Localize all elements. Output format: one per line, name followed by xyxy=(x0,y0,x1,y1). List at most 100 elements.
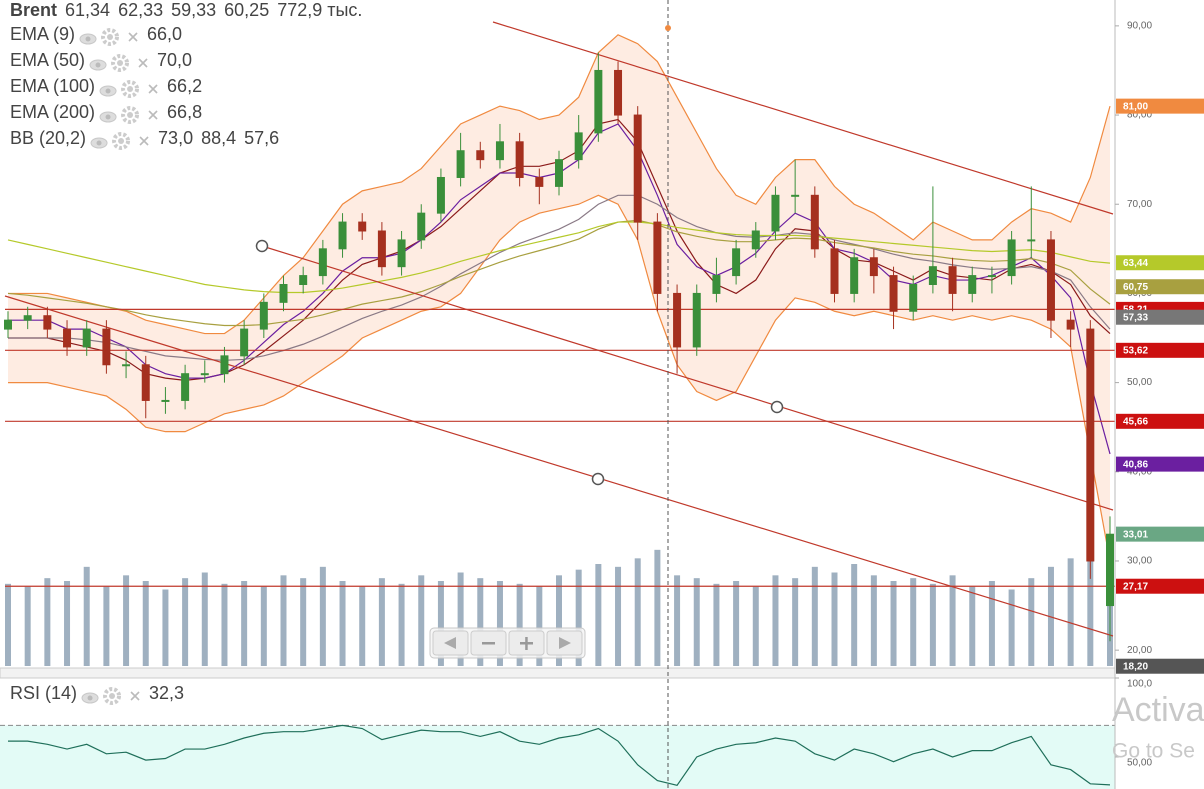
candle-body xyxy=(732,248,741,277)
indicator-value: 88,4 xyxy=(201,128,236,148)
price-tag-label: 63,44 xyxy=(1123,258,1148,269)
volume-bar xyxy=(201,572,208,666)
volume-bar xyxy=(536,586,543,666)
volume-bar xyxy=(123,575,130,666)
indicator-controls xyxy=(99,106,158,124)
trend-handle[interactable] xyxy=(591,472,605,486)
remove-button[interactable] xyxy=(128,32,138,42)
gear-icon xyxy=(101,28,120,46)
visibility-toggle[interactable] xyxy=(81,692,99,704)
visibility-toggle[interactable] xyxy=(79,33,97,45)
volume-bar xyxy=(831,572,838,666)
remove-button[interactable] xyxy=(138,58,148,68)
volume-bar xyxy=(733,581,740,666)
candle-body xyxy=(1086,328,1095,562)
candle-body xyxy=(23,315,32,321)
volume-bar xyxy=(24,586,31,666)
y-tick-label: 70,00 xyxy=(1127,199,1152,210)
indicator-name: EMA (50) xyxy=(10,50,85,70)
candle-body xyxy=(653,221,662,294)
watermark: Activa xyxy=(1112,691,1204,729)
scroll-right-button[interactable] xyxy=(546,630,583,656)
gear-hub xyxy=(109,693,116,699)
candle-body xyxy=(63,328,72,348)
settings-button[interactable] xyxy=(101,28,120,46)
volume-bar xyxy=(634,558,641,666)
settings-button[interactable] xyxy=(112,132,131,150)
indicator-value: 70,0 xyxy=(157,50,192,70)
volume-bar xyxy=(378,578,385,666)
indicator-value: 66,8 xyxy=(167,102,202,122)
trend-line xyxy=(492,21,1114,215)
price-tag-label: 40,86 xyxy=(1123,459,1148,470)
settings-button[interactable] xyxy=(103,687,122,705)
candle-body xyxy=(712,275,721,294)
candle-body xyxy=(495,141,504,161)
scroll-left-button[interactable] xyxy=(432,630,469,656)
volume-bar xyxy=(103,586,110,666)
gear-icon xyxy=(111,54,130,72)
zoom-out-button[interactable] xyxy=(470,630,507,656)
volume-bar xyxy=(556,575,562,666)
candle-body xyxy=(1027,239,1036,242)
symbol-name: Brent xyxy=(10,0,57,20)
zoom-in-button[interactable] xyxy=(508,630,545,656)
gear-hub xyxy=(127,112,134,118)
indicator-value: 57,6 xyxy=(244,128,279,148)
price-tag xyxy=(1116,342,1204,358)
price-pane xyxy=(4,21,1115,666)
remove-button[interactable] xyxy=(148,84,158,94)
candle-body xyxy=(771,194,780,232)
settings-button[interactable] xyxy=(121,106,140,124)
gear-hub xyxy=(127,86,134,92)
ohlc-value: 59,33 xyxy=(171,0,216,20)
crosshair-dot xyxy=(665,25,671,31)
settings-button[interactable] xyxy=(121,80,140,98)
volume-bar xyxy=(182,578,189,666)
volume-value: 772,9 тыс. xyxy=(277,0,362,20)
volume-bar xyxy=(575,569,582,666)
price-tag-label: 45,66 xyxy=(1123,416,1148,427)
trend-handle[interactable] xyxy=(770,400,784,414)
remove-button[interactable] xyxy=(130,691,140,701)
price-tag xyxy=(1116,658,1204,674)
volume-bar xyxy=(890,581,897,666)
close-icon xyxy=(148,110,158,120)
visibility-toggle[interactable] xyxy=(99,111,117,123)
volume-bar xyxy=(654,549,661,666)
close-icon xyxy=(130,691,140,701)
overlay: 20,0030,0040,0050,0060,0070,0080,0090,00… xyxy=(1115,21,1204,769)
visibility-toggle[interactable] xyxy=(90,137,108,149)
candle-body xyxy=(830,248,839,294)
volume-bar xyxy=(280,575,287,666)
indicator-name: BB (20,2) xyxy=(10,128,86,148)
eye-pupil xyxy=(105,88,111,94)
visibility-toggle[interactable] xyxy=(99,85,117,97)
indicator-controls xyxy=(99,80,158,98)
rsi-line xyxy=(8,724,1111,787)
volume-bar xyxy=(674,575,681,666)
rsi-zone xyxy=(0,725,1115,789)
volume-bar xyxy=(752,586,759,666)
trend-handle[interactable] xyxy=(255,239,269,253)
volume-bar xyxy=(64,581,71,666)
price-tag xyxy=(1116,526,1204,542)
volume-bar xyxy=(870,575,877,666)
volume-bar xyxy=(319,566,326,666)
volume-bar xyxy=(595,564,602,666)
settings-button[interactable] xyxy=(111,54,130,72)
volume-bar xyxy=(693,578,700,666)
y-tick-label: 80,00 xyxy=(1127,110,1152,121)
indicator-name: EMA (200) xyxy=(10,102,95,122)
remove-button[interactable] xyxy=(148,110,158,120)
volume-bar xyxy=(792,578,799,666)
remove-button[interactable] xyxy=(139,136,149,146)
candle-body xyxy=(476,150,485,161)
pane-separator xyxy=(0,667,1116,679)
candle-body xyxy=(1066,319,1075,330)
candle-body xyxy=(436,176,445,214)
candle-body xyxy=(1007,239,1016,277)
visibility-toggle[interactable] xyxy=(89,59,107,71)
volume-bar xyxy=(811,566,818,666)
volume-bar xyxy=(457,572,464,666)
